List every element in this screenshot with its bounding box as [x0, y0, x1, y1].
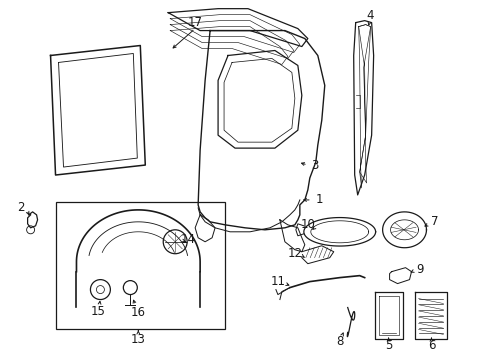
- Text: 3: 3: [311, 158, 318, 172]
- Text: 16: 16: [131, 306, 146, 319]
- Text: 1: 1: [316, 193, 323, 206]
- Text: 2: 2: [17, 201, 24, 215]
- Text: 7: 7: [431, 215, 438, 228]
- Text: 17: 17: [188, 16, 203, 29]
- Text: 9: 9: [416, 263, 423, 276]
- Bar: [55, 202, 225, 329]
- Text: 12: 12: [287, 247, 302, 260]
- Text: 10: 10: [300, 218, 315, 231]
- Text: 13: 13: [131, 333, 146, 346]
- Text: 11: 11: [270, 275, 285, 288]
- Text: 8: 8: [336, 335, 343, 348]
- Text: 5: 5: [385, 339, 392, 352]
- Text: 15: 15: [91, 305, 106, 318]
- Text: 14: 14: [181, 233, 196, 246]
- Text: 6: 6: [428, 339, 435, 352]
- Text: 4: 4: [366, 9, 373, 22]
